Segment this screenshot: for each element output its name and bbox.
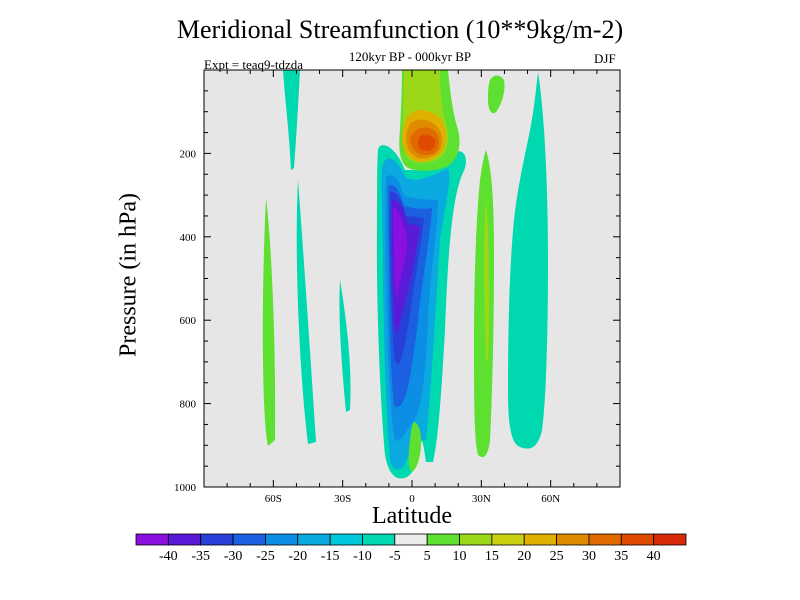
contour-violet-tropical <box>393 207 408 298</box>
colorbar-label: -5 <box>389 549 401 564</box>
colorbar-swatch <box>135 533 169 546</box>
colorbar-swatch <box>556 533 590 546</box>
colorbar-swatch <box>232 533 266 546</box>
colorbar-swatch <box>426 533 460 546</box>
colorbar-label: 5 <box>424 549 431 564</box>
y-tick-label: 600 <box>180 315 197 327</box>
x-tick-label: 60S <box>265 493 282 505</box>
colorbar-label: -30 <box>224 549 243 564</box>
colorbar-label: -35 <box>191 549 210 564</box>
colorbar-swatch <box>200 533 234 546</box>
x-tick-label: 30S <box>334 493 351 505</box>
contour-green-south-midlat <box>262 198 276 446</box>
x-axis-ticks <box>226 70 598 487</box>
colorbar-swatch <box>265 533 299 546</box>
colorbar-swatch <box>620 533 655 546</box>
contour-cyan-north-midlat <box>508 72 548 449</box>
x-tick-label: 0 <box>409 493 415 505</box>
y-axis-title-text: Pressure (in hPa) <box>115 193 142 357</box>
contour-green-north-upper <box>488 75 505 114</box>
y-axis-ticks <box>204 90 620 467</box>
colorbar-label: 15 <box>485 549 499 564</box>
colorbar-swatch <box>297 533 331 546</box>
colorbar-swatch <box>362 533 396 546</box>
colorbar-label: -25 <box>256 549 275 564</box>
y-tick-label: 400 <box>180 232 197 244</box>
colorbar-swatch <box>491 533 525 546</box>
y-axis-tick-labels: 200 400 600 800 1000 <box>174 148 197 494</box>
x-tick-label: 60N <box>541 493 560 505</box>
colorbar-label: -20 <box>288 549 307 564</box>
contour-green-north-subtrop <box>474 150 494 458</box>
colorbar-labels: -40 -35 -30 -25 -20 -15 -10 -5 5 10 15 20 25 30 35 40 <box>159 549 661 564</box>
contour-cyan-south-polar <box>283 70 300 170</box>
colorbar-swatch <box>588 533 622 546</box>
colorbar-label: -40 <box>159 549 178 564</box>
colorbar-label: 10 <box>453 549 467 564</box>
contour-yellowgreen-north-subtrop <box>484 200 490 362</box>
y-tick-label: 800 <box>180 399 197 411</box>
contour-green-tropical-surface <box>408 422 422 472</box>
x-axis-title: Latitude <box>372 503 452 529</box>
colorbar-swatch <box>167 533 202 546</box>
chart-subtitle: 120kyr BP - 000kyr BP <box>348 49 472 64</box>
colorbar-label: 25 <box>550 549 564 564</box>
x-axis-tick-labels: 60S 30S 0 30N 60N <box>265 493 560 505</box>
season-label: DJF <box>594 51 616 66</box>
y-tick-label: 1000 <box>174 482 197 494</box>
contour-cyan-south-subtrop <box>296 180 316 444</box>
colorbar-label: 30 <box>582 549 596 564</box>
contour-cyan-south-subtrop-2 <box>339 280 351 412</box>
colorbar-swatch <box>394 533 428 546</box>
x-tick-label: 30N <box>472 493 491 505</box>
colorbar-swatch <box>329 533 363 546</box>
colorbar-label: 20 <box>517 549 531 564</box>
y-tick-label: 200 <box>180 148 197 160</box>
colorbar-label: -15 <box>321 549 340 564</box>
contour-fill <box>262 70 548 479</box>
colorbar-swatch <box>459 533 493 546</box>
colorbar-label: 40 <box>647 549 661 564</box>
colorbar-swatch <box>523 533 557 546</box>
colorbar-label: 35 <box>614 549 628 564</box>
colorbar-label: -10 <box>353 549 372 564</box>
experiment-label: Expt = teaq9-tdzda <box>204 57 304 72</box>
chart-title: Meridional Streamfunction (10**9kg/m-2) <box>176 15 624 44</box>
contour-red-upper-tropical <box>418 134 436 151</box>
colorbar <box>135 533 687 546</box>
colorbar-swatch <box>653 533 687 546</box>
